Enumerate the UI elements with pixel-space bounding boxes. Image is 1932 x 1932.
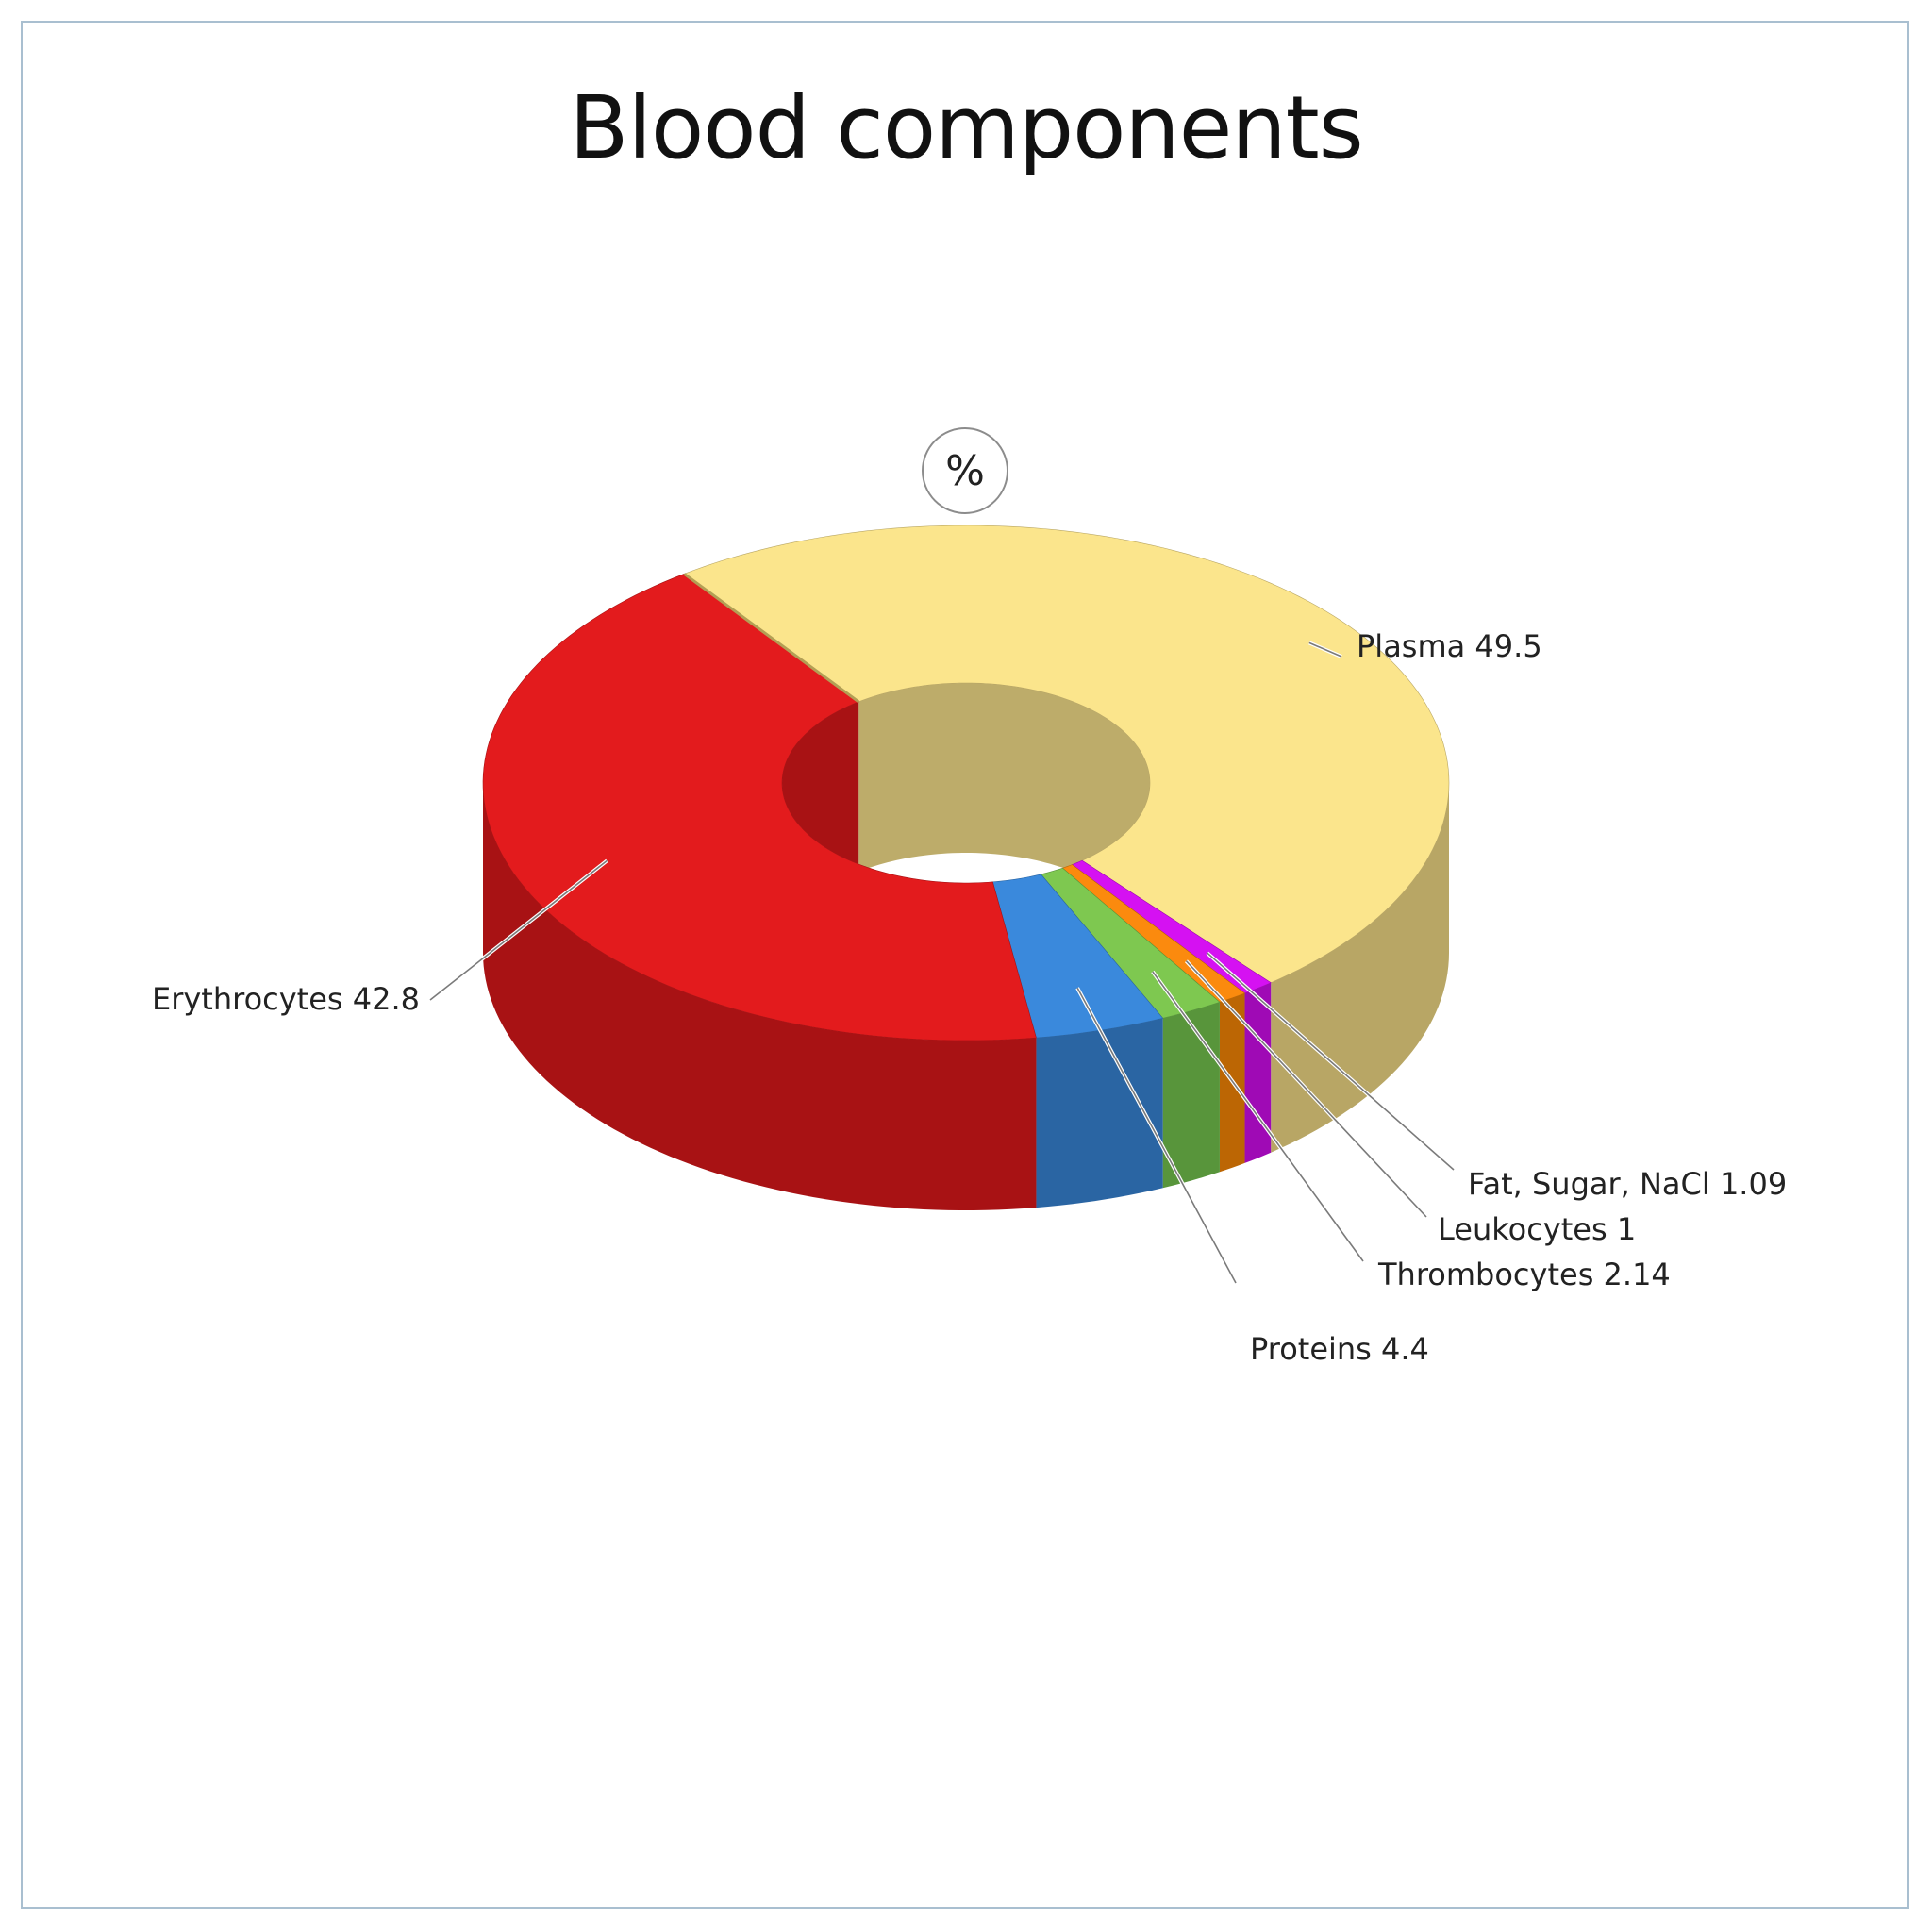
outer-wall-thrombocytes <box>1162 1002 1220 1189</box>
unit-badge: % <box>922 427 1008 514</box>
labels-layer: Plasma 49.5 Fat, Sugar, NaCl 1.09 Leukocyt… <box>152 628 1787 1367</box>
label-proteins: Proteins 4.4 <box>1250 1331 1429 1367</box>
slice-seam <box>683 573 860 704</box>
chart-title: Blood components <box>569 77 1363 178</box>
label-thrombocytes: Thrombocytes 2.14 <box>1377 1257 1671 1292</box>
slice-erythrocytes <box>482 573 1037 1041</box>
leader-line-proteins <box>1076 987 1237 1284</box>
label-leukocytes: Leukocytes 1 <box>1438 1211 1636 1247</box>
outer-wall-erythrocytes <box>483 783 1037 1210</box>
leader-line-plasma <box>1308 641 1342 658</box>
inner-wall-plasma <box>858 683 1150 953</box>
leader-line-fat-sugar-nacl <box>1207 952 1455 1171</box>
label-fat-sugar-nacl: Fat, Sugar, NaCl 1.09 <box>1468 1166 1787 1202</box>
label-plasma: Plasma 49.5 <box>1357 628 1542 664</box>
label-erythrocytes: Erythrocytes 42.8 <box>152 981 420 1017</box>
leader-line-thrombocytes <box>1152 971 1364 1262</box>
top-face-layer <box>482 525 1450 1041</box>
outer-wall-fat-sugar-nacl <box>1244 982 1272 1163</box>
outer-wall-layer <box>483 783 1449 1210</box>
cut-face-layer <box>683 573 860 704</box>
leader-line-leukocytes <box>1185 960 1427 1218</box>
outer-wall-plasma <box>1271 783 1449 1153</box>
outer-wall-proteins <box>1036 1018 1163 1208</box>
leader-line-erythrocytes <box>429 859 608 1001</box>
